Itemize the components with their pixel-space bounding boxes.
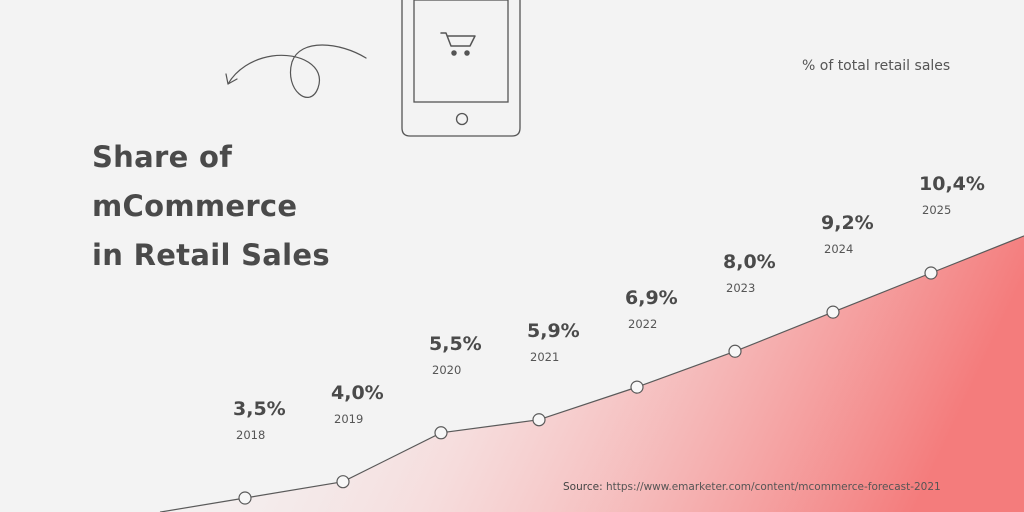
- year-label-2022: 2022: [628, 317, 658, 332]
- data-point-2022: [630, 380, 644, 394]
- year-label-2018: 2018: [236, 428, 266, 442]
- value-label-2019: 4,0%: [331, 381, 384, 404]
- year-label-2020: 2020: [432, 362, 462, 377]
- shopping-cart-icon: [440, 32, 476, 56]
- title-line-1: Share of: [92, 140, 233, 174]
- value-label-2020: 5,5%: [429, 332, 482, 355]
- year-label-2023: 2023: [726, 281, 756, 296]
- value-label-2022: 6,9%: [625, 287, 678, 310]
- year-label-2025: 2025: [922, 203, 952, 217]
- value-label-2018: 3,5%: [233, 398, 286, 420]
- year-label-2019: 2019: [334, 411, 364, 426]
- area-fill: [160, 235, 1024, 512]
- title-line-2: mCommerce: [92, 189, 298, 223]
- source-link[interactable]: https://www.emarketer.com/content/mcomme…: [605, 481, 941, 493]
- data-point-2023: [728, 344, 742, 358]
- year-label-2021: 2021: [530, 349, 560, 364]
- value-label-2021: 5,9%: [527, 319, 580, 342]
- data-point-2021: [532, 413, 546, 427]
- source-note: Source: https://www.emarketer.com/conten…: [563, 481, 941, 493]
- phone-icon: [401, 0, 521, 137]
- data-point-2019: [336, 475, 350, 489]
- year-label-2024: 2024: [824, 242, 854, 257]
- value-label-2024: 9,2%: [821, 212, 874, 235]
- series-line: [159, 235, 1024, 512]
- data-point-2024: [826, 305, 840, 319]
- curly-arrow-icon: [225, 44, 367, 98]
- title-line-3: in Retail Sales: [92, 238, 330, 272]
- unit-label: % of total retail sales: [802, 58, 951, 74]
- chart-title: Share of mCommerce in Retail Sales: [92, 133, 330, 280]
- data-point-2020: [434, 426, 448, 440]
- data-point-2025: [924, 266, 938, 280]
- value-label-2023: 8,0%: [723, 251, 776, 274]
- source-label: Source:: [563, 481, 603, 493]
- value-label-2025: 10,4%: [919, 173, 985, 195]
- data-point-2018: [238, 491, 252, 505]
